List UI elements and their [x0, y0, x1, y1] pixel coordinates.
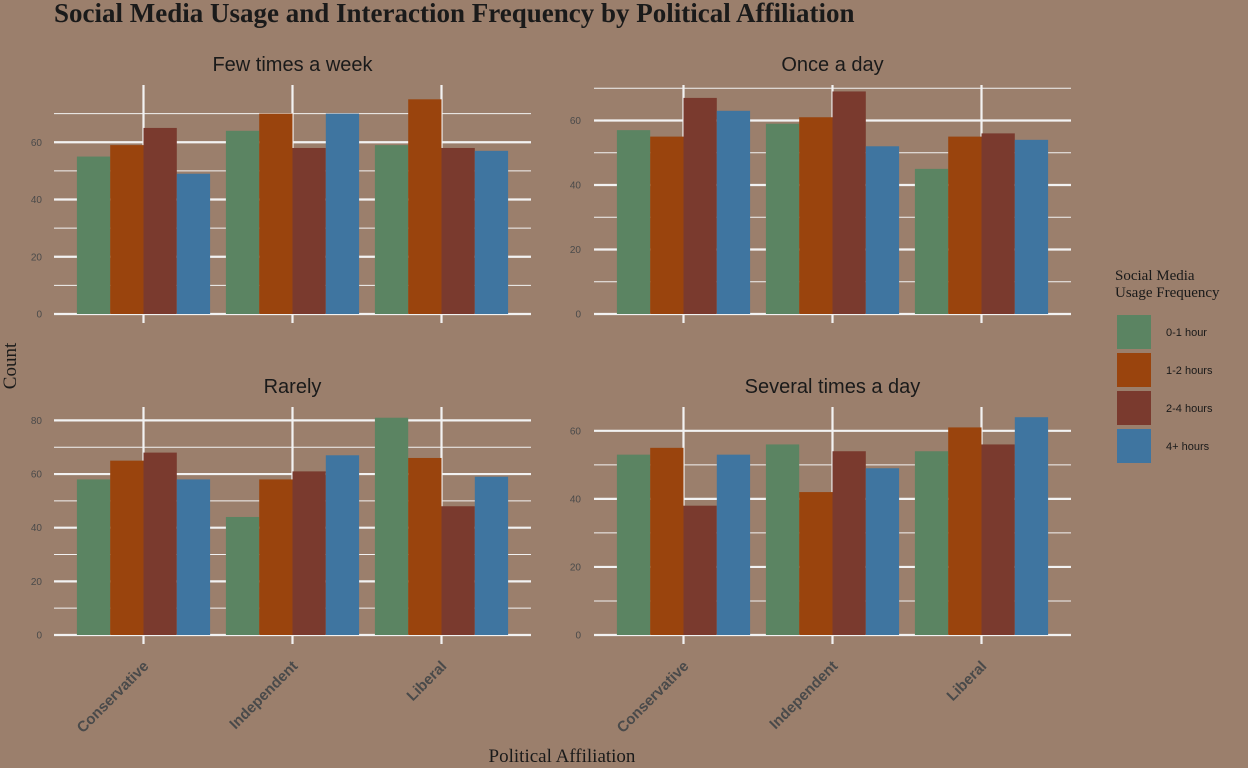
bar [76, 156, 111, 314]
bar [650, 136, 684, 314]
legend-swatch [1117, 391, 1151, 425]
facet-title: Few times a week [212, 54, 373, 76]
facet-panel: Rarely 0 20 40 60 80 Conservative Independent Li… [31, 376, 531, 736]
bar [981, 444, 1015, 635]
x-tick-label: Liberal [944, 658, 991, 705]
x-tick-label: Independent [226, 658, 301, 733]
bar [1014, 417, 1049, 635]
bar [914, 168, 949, 314]
bar [143, 127, 177, 314]
chart-title: Social Media Usage and Interaction Frequ… [54, 0, 854, 28]
bar [259, 479, 293, 635]
bar [799, 117, 833, 314]
bar [176, 479, 211, 635]
x-tick-label: Liberal [404, 658, 451, 705]
bar [716, 454, 751, 635]
legend-label: 0-1 hour [1166, 327, 1207, 339]
y-tick-label: 0 [575, 631, 581, 642]
y-tick-label: 20 [570, 562, 582, 573]
y-tick-label: 40 [31, 195, 43, 206]
facet-panel: Several times a day 0 20 40 60 Conservative In… [570, 376, 1071, 736]
bar [474, 476, 509, 635]
bar [292, 471, 326, 635]
legend: 0-1 hour 1-2 hours 2-4 hours 4+ hours [1117, 315, 1213, 463]
y-tick-label: 0 [575, 310, 581, 321]
bar [474, 150, 509, 314]
bar [374, 145, 409, 314]
bar [948, 427, 982, 635]
bar [914, 451, 949, 635]
bar [948, 136, 982, 314]
bar [76, 479, 111, 635]
bar [110, 460, 144, 635]
bar [441, 506, 475, 635]
facet-title: Several times a day [745, 376, 921, 398]
y-tick-label: 40 [570, 180, 582, 191]
y-tick-label: 20 [31, 577, 43, 588]
y-axis-title: Count [0, 342, 21, 389]
bar [292, 147, 326, 314]
bar [325, 113, 360, 314]
y-tick-label: 60 [31, 138, 43, 149]
bar [408, 99, 442, 314]
legend-label: 4+ hours [1166, 441, 1210, 453]
y-tick-label: 80 [31, 416, 43, 427]
x-tick-label: Independent [766, 658, 841, 733]
y-tick-label: 60 [570, 426, 582, 437]
legend-title-line-2: Usage Frequency [1115, 285, 1220, 301]
bar [832, 91, 866, 314]
facet-panel: Once a day 0 20 40 60 [570, 54, 1071, 323]
bar [225, 130, 260, 314]
bar [683, 505, 717, 635]
facet-title: Rarely [264, 376, 322, 398]
legend-swatch [1117, 353, 1151, 387]
legend-swatch [1117, 429, 1151, 463]
x-tick-label: Conservative [74, 658, 153, 737]
y-tick-label: 60 [31, 470, 43, 481]
y-tick-label: 0 [36, 310, 42, 321]
legend-label: 2-4 hours [1166, 403, 1213, 415]
bar [865, 468, 900, 635]
bar [650, 447, 684, 635]
bar [1014, 139, 1049, 314]
bar [408, 457, 442, 635]
bar [374, 417, 409, 635]
bar [765, 123, 800, 314]
bar [225, 516, 260, 635]
legend-title: Social Media Usage Frequency [1115, 268, 1220, 301]
x-tick-label: Conservative [614, 658, 693, 737]
y-tick-label: 40 [570, 494, 582, 505]
bar [616, 130, 651, 314]
facet-panel: Few times a week 0 20 40 60 [31, 54, 531, 323]
legend-title-line-1: Social Media [1115, 268, 1195, 284]
bar [765, 444, 800, 635]
bar [176, 173, 211, 314]
bar [441, 147, 475, 314]
y-tick-label: 0 [36, 631, 42, 642]
bar [981, 133, 1015, 314]
bar [110, 145, 144, 314]
bar [832, 451, 866, 635]
bar [143, 452, 177, 635]
bar [616, 454, 651, 635]
legend-label: 1-2 hours [1166, 365, 1213, 377]
y-tick-label: 60 [570, 116, 582, 127]
bar [259, 113, 293, 314]
x-axis-title: Political Affiliation [489, 746, 636, 767]
facet-title: Once a day [781, 54, 883, 76]
bar [683, 97, 717, 315]
bar [716, 110, 751, 314]
y-tick-label: 20 [31, 252, 43, 263]
y-tick-label: 40 [31, 523, 43, 534]
bar [865, 146, 900, 314]
facet-panels: Few times a week 0 20 40 60 Once a day 0 20 40 60… [31, 54, 1071, 736]
legend-swatch [1117, 315, 1151, 349]
bar [325, 455, 360, 635]
y-tick-label: 20 [570, 245, 582, 256]
bar [799, 492, 833, 635]
